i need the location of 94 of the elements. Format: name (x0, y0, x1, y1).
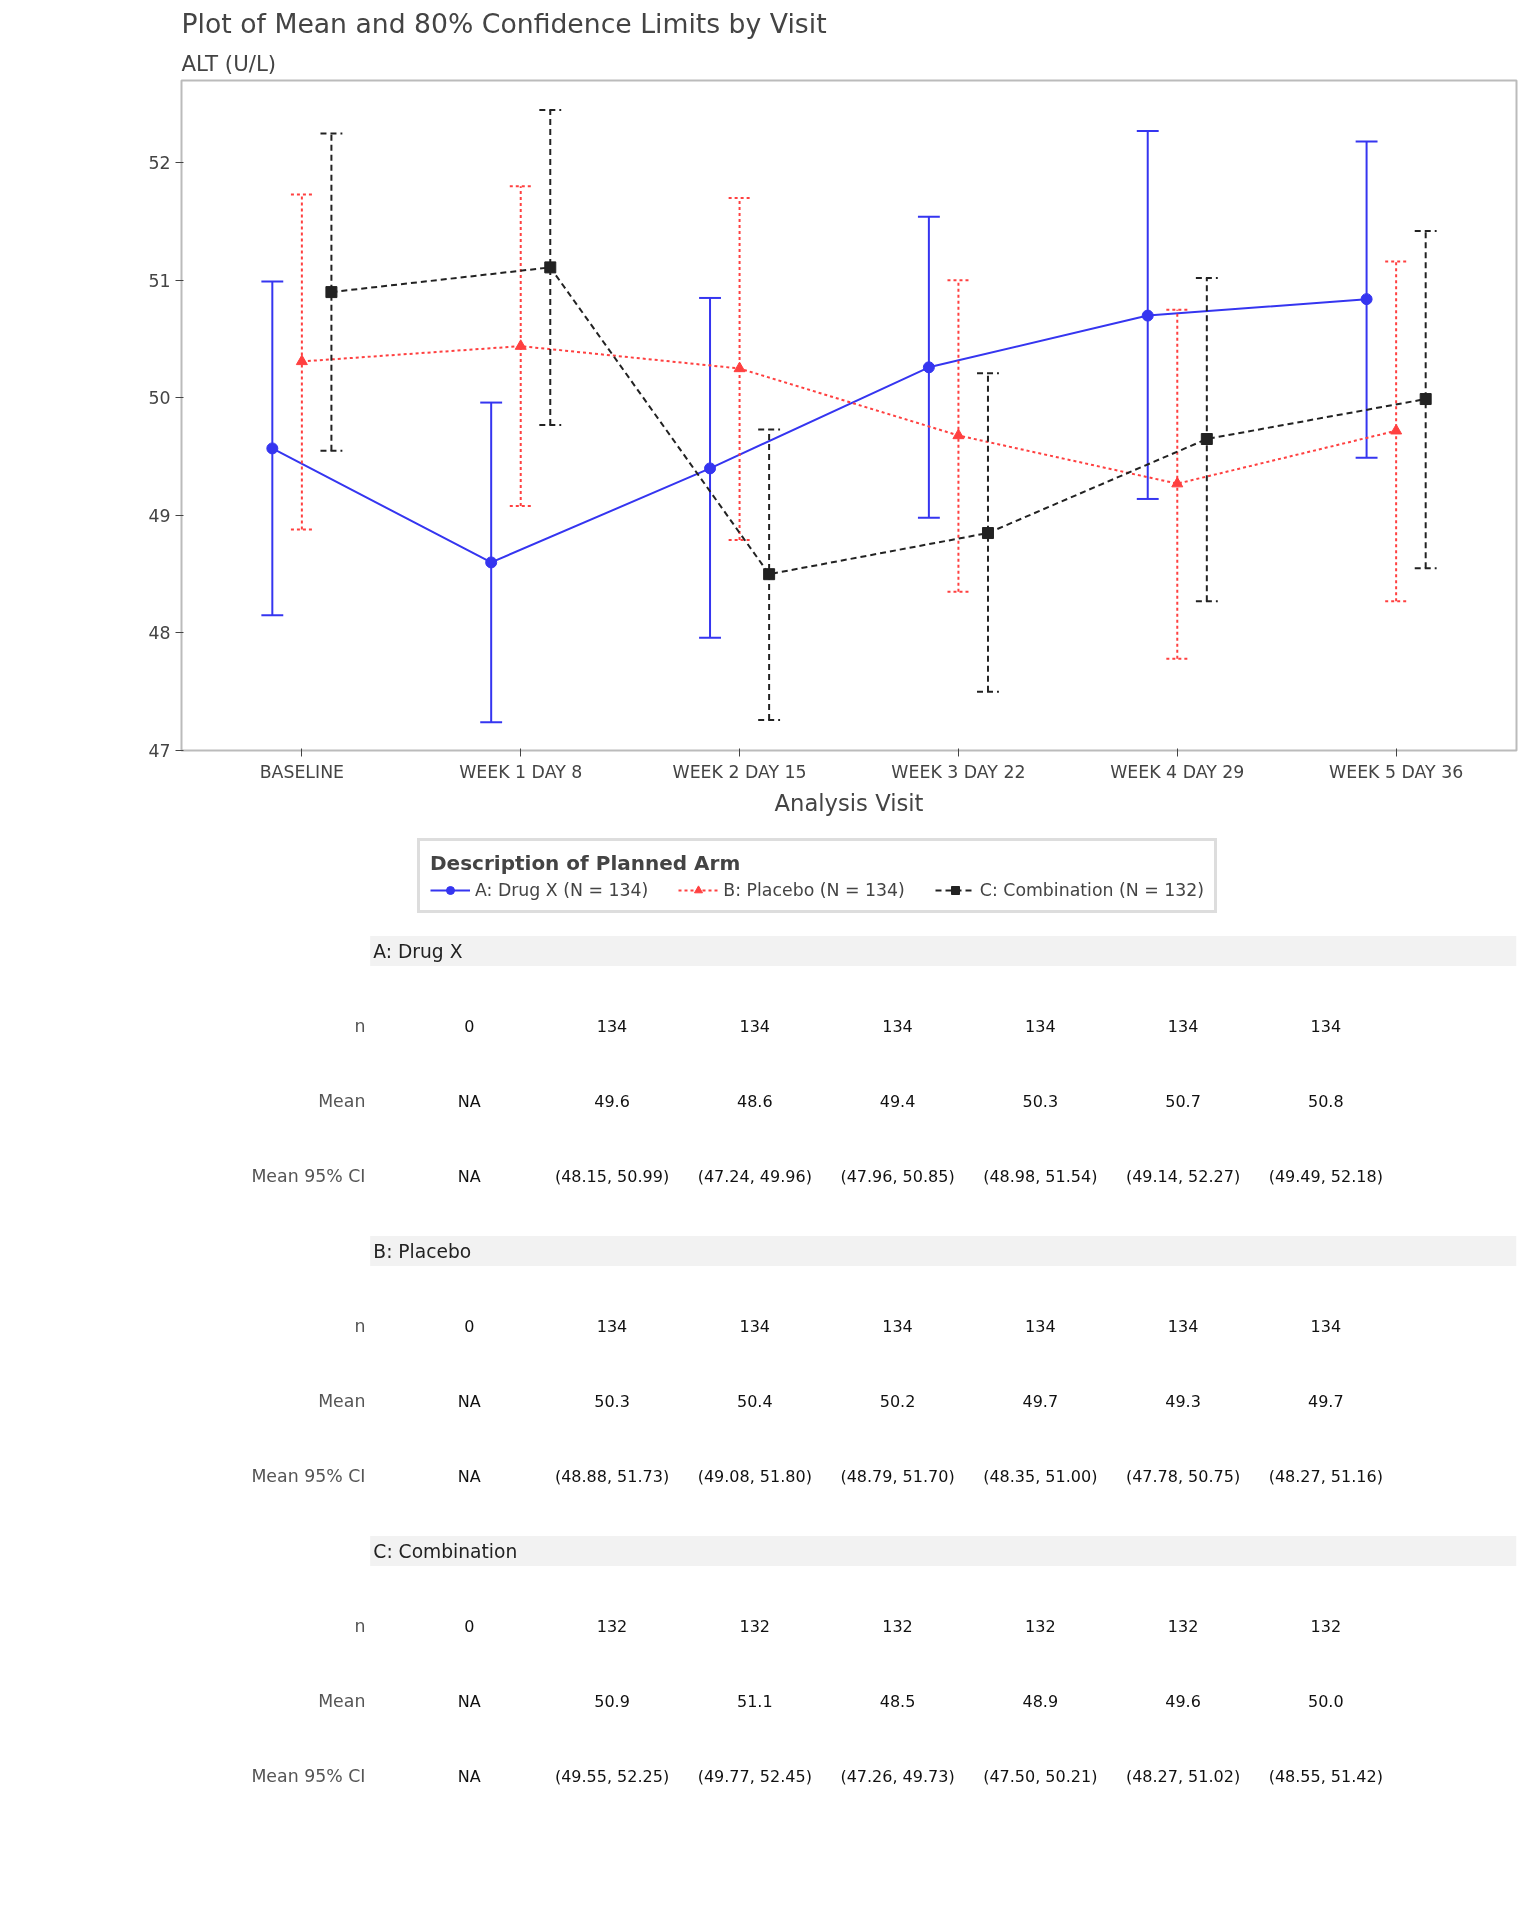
text: 134 (739, 1017, 771, 1036)
text: n (354, 1016, 366, 1036)
text: 50.0 (1307, 1692, 1344, 1711)
text: NA (457, 1766, 481, 1786)
text: NA (457, 1391, 481, 1411)
x-axis-title: Analysis Visit (774, 789, 924, 816)
text: 50.3 (594, 1392, 630, 1411)
chart-subtitle: ALT (U/L) (181, 50, 277, 76)
text: A: Drug X (373, 940, 463, 962)
legend-label: A: Drug X (N = 134) (475, 880, 649, 900)
text: (47.26, 49.73) (840, 1766, 955, 1786)
text: Mean (318, 1691, 366, 1711)
text: 134 (739, 1317, 771, 1336)
text: (49.49, 52.18) (1268, 1166, 1383, 1186)
text: (48.79, 51.70) (840, 1466, 955, 1486)
x-tick-label: WEEK 1 DAY 8 (459, 761, 583, 782)
text: 49.4 (879, 1092, 916, 1111)
text: Mean 95% CI (251, 1166, 366, 1186)
text: 134 (596, 1017, 628, 1036)
text: 50.9 (594, 1692, 630, 1711)
text: 0 (464, 1317, 475, 1336)
text: 134 (1025, 1317, 1056, 1336)
text: 134 (1167, 1317, 1199, 1336)
text: 134 (596, 1317, 628, 1336)
text: 134 (1310, 1317, 1342, 1336)
y-tick-label: 52 (148, 153, 171, 174)
text: 49.3 (1165, 1392, 1201, 1411)
text: n (354, 1316, 366, 1336)
text: 48.5 (879, 1692, 916, 1711)
text: 132 (1167, 1617, 1199, 1636)
text: 134 (882, 1017, 913, 1036)
text: (47.50, 50.21) (983, 1766, 1098, 1786)
text: 132 (1310, 1617, 1342, 1636)
y-tick-label: 49 (148, 505, 171, 526)
text: 51.1 (736, 1692, 773, 1711)
y-tick-label: 51 (148, 270, 171, 291)
text: 50.3 (1022, 1092, 1059, 1111)
x-tick-label: WEEK 2 DAY 15 (672, 761, 807, 782)
text: 132 (739, 1617, 771, 1636)
x-tick-label: WEEK 5 DAY 36 (1329, 761, 1464, 782)
text: (47.96, 50.85) (840, 1166, 955, 1186)
text: 132 (882, 1617, 913, 1636)
x-tick-label: WEEK 4 DAY 29 (1110, 761, 1245, 782)
text: 50.2 (879, 1392, 916, 1411)
text: NA (457, 1091, 481, 1111)
chart-title: Plot of Mean and 80% Confidence Limits by Visit (181, 7, 827, 39)
text: 49.7 (1307, 1392, 1344, 1411)
text: C: Combination (373, 1540, 518, 1562)
y-tick-label: 47 (148, 741, 171, 761)
text: (47.78, 50.75) (1125, 1466, 1241, 1486)
text: 134 (1310, 1017, 1342, 1036)
text: 0 (464, 1617, 475, 1636)
text: (48.27, 51.02) (1125, 1766, 1241, 1786)
text: B: Placebo (373, 1240, 472, 1262)
text: 132 (1025, 1617, 1056, 1636)
text: Mean (318, 1091, 366, 1111)
text: 134 (882, 1317, 913, 1336)
text: NA (457, 1691, 481, 1711)
text: NA (457, 1466, 481, 1486)
x-tick-label: BASELINE (259, 761, 345, 782)
text: 134 (1025, 1017, 1056, 1036)
text: 132 (596, 1617, 628, 1636)
text: Mean 95% CI (251, 1766, 366, 1786)
text: 50.8 (1307, 1092, 1344, 1111)
text: (48.27, 51.16) (1268, 1466, 1383, 1486)
text: (49.77, 52.45) (697, 1766, 812, 1786)
text: 48.6 (736, 1092, 773, 1111)
text: 49.7 (1022, 1392, 1059, 1411)
x-tick-label: WEEK 3 DAY 22 (891, 761, 1026, 782)
text: 49.6 (594, 1092, 630, 1111)
text: 49.6 (1165, 1692, 1201, 1711)
text: (48.98, 51.54) (983, 1166, 1098, 1186)
text: 134 (1167, 1017, 1199, 1036)
text: (48.15, 50.99) (554, 1166, 670, 1186)
text: 0 (464, 1017, 475, 1036)
text: NA (457, 1166, 481, 1186)
text: Mean (318, 1391, 366, 1411)
legend-title: Description of Planned Arm (430, 851, 742, 875)
text: (49.55, 52.25) (554, 1766, 670, 1786)
text: (48.35, 51.00) (983, 1466, 1098, 1486)
text: n (354, 1616, 366, 1636)
text: (48.88, 51.73) (554, 1466, 670, 1486)
text: (47.24, 49.96) (697, 1166, 812, 1186)
text: Mean 95% CI (251, 1466, 366, 1486)
text: 48.9 (1022, 1692, 1059, 1711)
text: 50.4 (736, 1392, 773, 1411)
text: (49.14, 52.27) (1125, 1166, 1241, 1186)
text: (49.08, 51.80) (697, 1466, 812, 1486)
text: (48.55, 51.42) (1268, 1766, 1383, 1786)
text: 50.7 (1165, 1092, 1201, 1111)
legend-label: C: Combination (N = 132) (979, 880, 1205, 900)
y-tick-label: 50 (148, 388, 171, 409)
y-tick-label: 48 (148, 623, 171, 644)
legend-label: B: Placebo (N = 134) (723, 880, 905, 900)
